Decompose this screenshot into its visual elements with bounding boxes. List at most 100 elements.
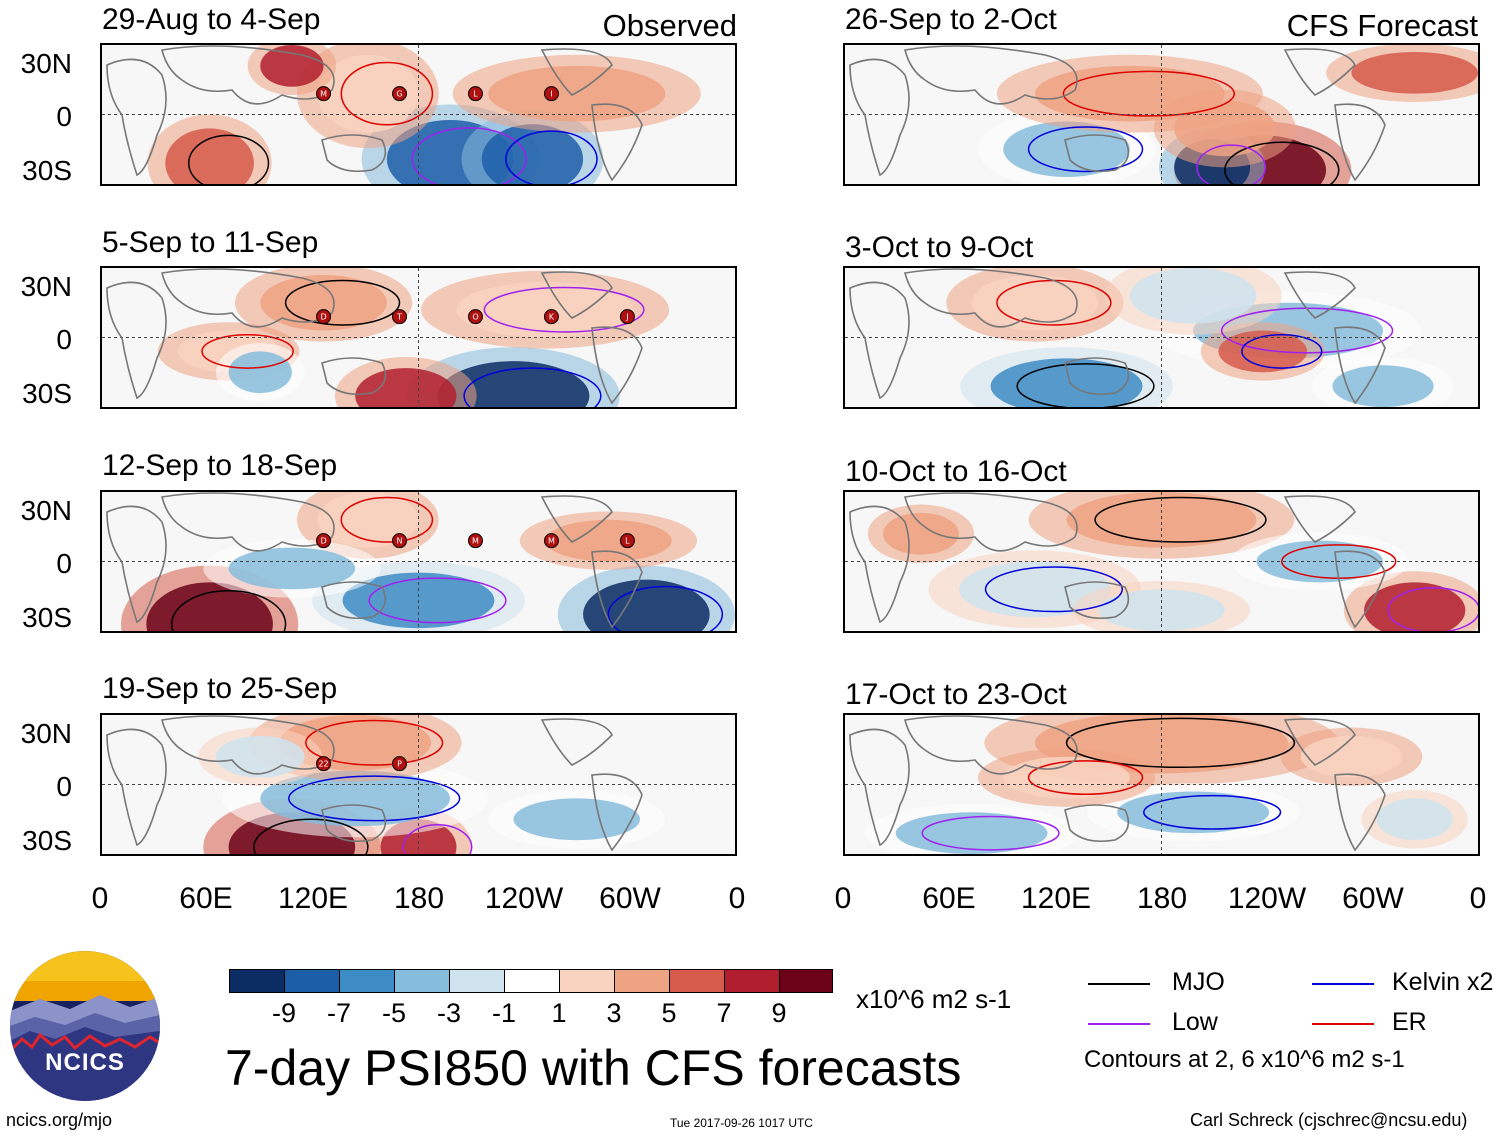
- panel-title: 17-Oct to 23-Oct: [845, 678, 1067, 711]
- storm-marker: [619, 309, 635, 325]
- anomaly-blob: [583, 579, 710, 631]
- storm-marker: [392, 756, 408, 772]
- contour-line: [607, 585, 724, 631]
- y-tick-label: 30N: [20, 495, 72, 526]
- storm-marker: [543, 309, 559, 325]
- colorbar-swatch: [614, 969, 670, 993]
- storm-marker: [392, 309, 408, 325]
- south-america-outline: [1334, 550, 1386, 629]
- x-tick-label: 60E: [179, 882, 233, 915]
- south-america-outline: [591, 550, 643, 629]
- site-link[interactable]: ncics.org/mjo: [6, 1110, 113, 1130]
- panel-title: 5-Sep to 11-Sep: [102, 226, 319, 259]
- africa-outline: [106, 728, 167, 847]
- anomaly-blob: [488, 65, 666, 122]
- x-tick-label: 120W: [484, 882, 564, 915]
- contour-line: [921, 815, 1060, 851]
- map-svg: [845, 715, 1478, 854]
- x-tick-label: 0: [1469, 882, 1487, 915]
- colorbar-tick: -1: [491, 998, 517, 1028]
- contour-line: [340, 496, 434, 543]
- chart-title: 7-day PSI850 with CFS forecasts: [225, 1040, 962, 1096]
- contour-line: [1094, 496, 1267, 543]
- contour-line: [253, 818, 369, 854]
- storm-label: L: [625, 537, 630, 546]
- author-credit: Carl Schreck (cjschrec@ncsu.edu): [1190, 1110, 1468, 1130]
- asia-outline: [161, 268, 335, 328]
- panel-title: 3-Oct to 9-Oct: [845, 231, 1034, 264]
- asia-outline: [904, 715, 1078, 775]
- anomaly-blob: [1351, 51, 1478, 94]
- africa-outline: [106, 281, 167, 400]
- colorbar-tick: 1: [551, 998, 567, 1028]
- storm-label: L: [473, 90, 478, 99]
- colorbar-swatch: [504, 969, 560, 993]
- anomaly-blob: [260, 274, 387, 331]
- colorbar-swatch: [394, 969, 450, 993]
- colorbar-swatch: [779, 969, 833, 993]
- anomaly-blob: [228, 547, 356, 590]
- storm-marker: [543, 533, 559, 549]
- asia-outline: [904, 45, 1078, 105]
- colorbar-tick: -5: [381, 998, 407, 1028]
- observed-tag: Observed: [602, 8, 737, 43]
- contour-line: [1241, 333, 1323, 369]
- storm-marker: [316, 309, 332, 325]
- colorbar-tick: 3: [606, 998, 622, 1028]
- contour-line: [402, 824, 473, 854]
- y-tick-label: 30N: [20, 271, 72, 302]
- contour-line: [170, 589, 287, 631]
- storm-label: P: [397, 760, 402, 769]
- contour-line: [505, 130, 598, 184]
- contour-line: [284, 279, 401, 326]
- anomaly-blob: [513, 798, 641, 841]
- storm-label: G: [396, 90, 402, 99]
- colorbar-swatch: [449, 969, 505, 993]
- anomaly-blob: [1129, 268, 1257, 324]
- storm-marker: [392, 86, 408, 102]
- colorbar-tick: -9: [271, 998, 297, 1028]
- contour-line: [201, 333, 294, 369]
- africa-outline: [106, 58, 167, 177]
- colorbar-tick: -3: [436, 998, 462, 1028]
- colorbar-swatch: [559, 969, 615, 993]
- map-svg: [845, 45, 1478, 184]
- colorbar-swatch: [339, 969, 395, 993]
- south-america-outline: [1334, 773, 1386, 852]
- x-tick-label: 0: [728, 882, 746, 915]
- panel-title: 29-Aug to 4-Sep: [102, 3, 321, 36]
- x-tick-label: 180: [1136, 882, 1188, 915]
- north-america-outline: [1283, 271, 1356, 319]
- y-tick-label: 30S: [22, 155, 72, 186]
- y-tick-label: 30N: [20, 48, 72, 79]
- anomaly-blob: [545, 519, 672, 562]
- anomaly-blob: [260, 45, 324, 87]
- map-svg: [845, 268, 1478, 407]
- map-panel-forecast-4: [843, 713, 1480, 856]
- anomaly-blob: [317, 492, 419, 548]
- coastlines: [849, 268, 1386, 405]
- y-tick-label: 30N: [20, 718, 72, 749]
- anomaly-blob: [228, 351, 292, 394]
- storm-label: I: [550, 90, 552, 99]
- colorbar-swatch: [724, 969, 780, 993]
- storm-label: D: [320, 537, 326, 546]
- contour-line: [1196, 144, 1267, 184]
- anomaly-blob: [1218, 330, 1308, 373]
- australia-outline: [1064, 357, 1130, 396]
- storm-marker: [316, 533, 332, 549]
- north-america-outline: [540, 495, 613, 543]
- contour-line: [463, 367, 602, 407]
- y-tick-label: 0: [56, 324, 72, 355]
- contour-line: [1027, 760, 1144, 795]
- anomaly-blob: [882, 512, 959, 555]
- anomaly-field: [147, 45, 701, 184]
- south-america-outline: [591, 326, 643, 405]
- anomaly-blob: [1174, 100, 1276, 157]
- x-tick-label: 0: [91, 882, 109, 915]
- storm-marker: [392, 533, 408, 549]
- anomaly-blob: [317, 54, 419, 133]
